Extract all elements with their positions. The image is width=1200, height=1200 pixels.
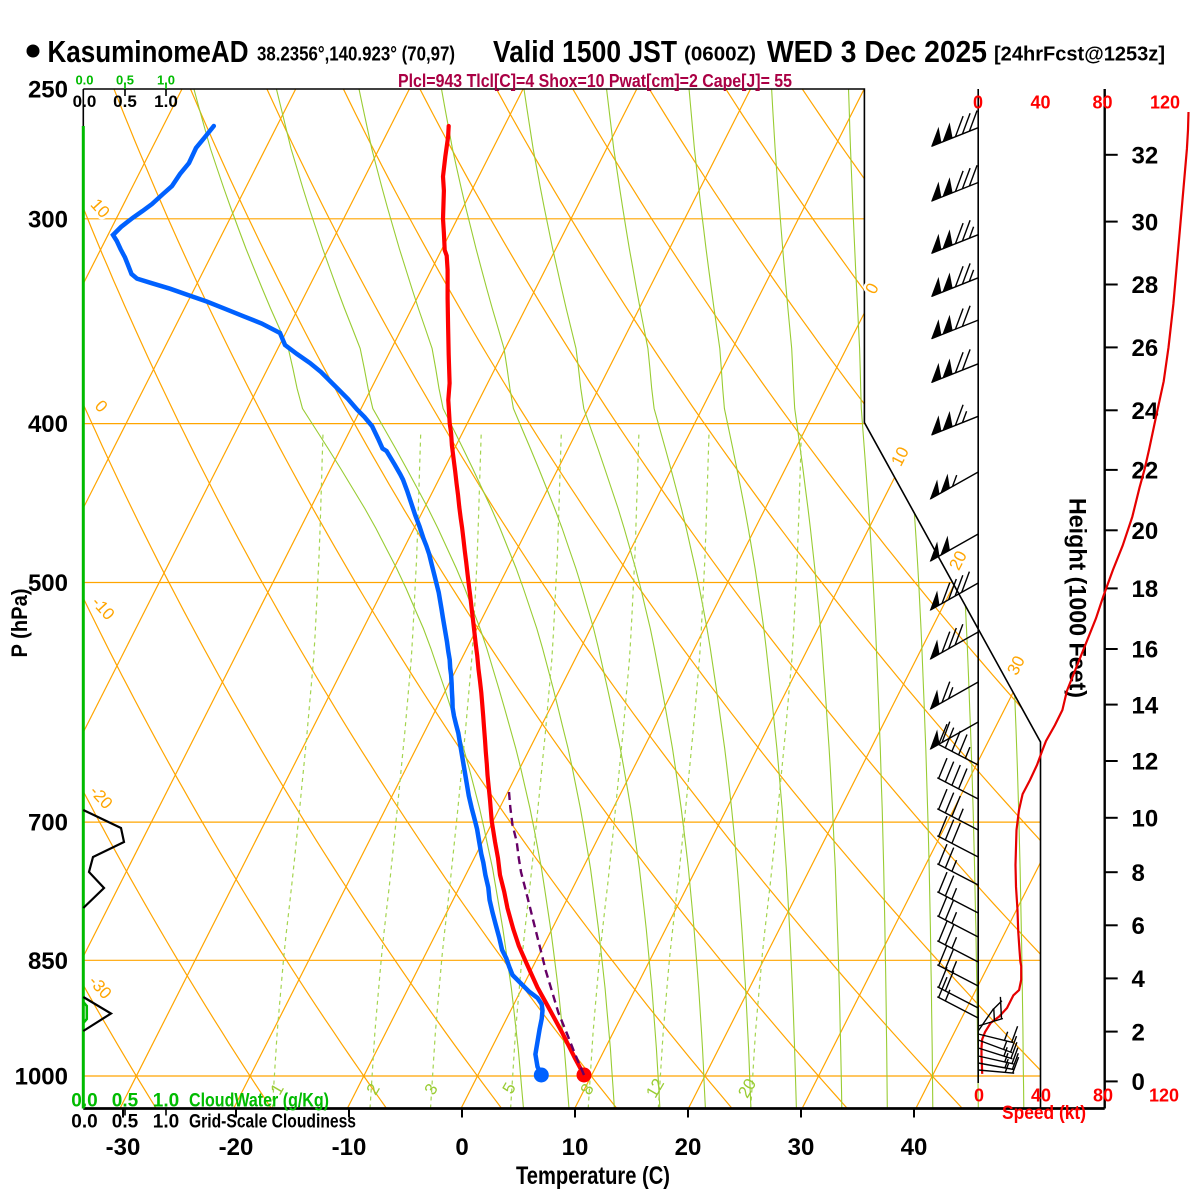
svg-text:-30: -30 xyxy=(106,1134,141,1161)
svg-text:1.0: 1.0 xyxy=(157,73,175,88)
svg-text:0.0: 0.0 xyxy=(71,1112,97,1133)
svg-text:26: 26 xyxy=(1132,335,1159,362)
svg-text:40: 40 xyxy=(1031,1086,1051,1106)
svg-text:80: 80 xyxy=(1093,1086,1113,1106)
svg-text:10: 10 xyxy=(562,1134,589,1161)
svg-text:Grid-Scale Cloudiness: Grid-Scale Cloudiness xyxy=(189,1112,356,1133)
svg-text:4: 4 xyxy=(1132,966,1146,993)
svg-text:0: 0 xyxy=(973,93,983,113)
svg-text:Valid 1500 JST: Valid 1500 JST xyxy=(493,34,677,69)
svg-text:1.0: 1.0 xyxy=(153,1112,179,1133)
svg-text:0.0: 0.0 xyxy=(75,73,93,88)
svg-text:120: 120 xyxy=(1150,93,1180,113)
svg-text:1.0: 1.0 xyxy=(153,1091,179,1112)
svg-text:18: 18 xyxy=(1132,576,1159,603)
svg-text:WED 3 Dec 2025: WED 3 Dec 2025 xyxy=(767,34,987,69)
svg-text:16: 16 xyxy=(1132,637,1159,664)
svg-text:0: 0 xyxy=(974,1086,984,1106)
svg-text:0.5: 0.5 xyxy=(113,92,137,111)
svg-text:6: 6 xyxy=(1132,913,1145,940)
svg-text:28: 28 xyxy=(1132,272,1159,299)
svg-text:0: 0 xyxy=(455,1134,468,1161)
svg-text:Temperature (C): Temperature (C) xyxy=(516,1162,670,1190)
svg-text:2: 2 xyxy=(1132,1019,1145,1046)
svg-text:14: 14 xyxy=(1132,692,1159,719)
svg-text:700: 700 xyxy=(28,810,68,837)
svg-text:0.0: 0.0 xyxy=(73,92,97,111)
svg-text:-20: -20 xyxy=(219,1134,254,1161)
svg-text:0.5: 0.5 xyxy=(112,1091,139,1112)
svg-text:1.0: 1.0 xyxy=(154,92,178,111)
svg-text:KasuminomeAD: KasuminomeAD xyxy=(48,34,249,69)
svg-text:1000: 1000 xyxy=(15,1064,68,1091)
svg-text:8: 8 xyxy=(1132,860,1145,887)
svg-text:20: 20 xyxy=(1132,518,1159,545)
svg-text:120: 120 xyxy=(1149,1086,1179,1106)
svg-text:400: 400 xyxy=(28,411,68,438)
svg-text:850: 850 xyxy=(28,948,68,975)
svg-text:40: 40 xyxy=(901,1134,928,1161)
svg-text:30: 30 xyxy=(788,1134,815,1161)
svg-text:P (hPa): P (hPa) xyxy=(7,589,32,658)
svg-text:250: 250 xyxy=(28,77,68,104)
svg-text:0: 0 xyxy=(1132,1069,1145,1096)
svg-text:500: 500 xyxy=(28,570,68,597)
svg-text:300: 300 xyxy=(28,206,68,233)
svg-text:Speed (kt): Speed (kt) xyxy=(1002,1103,1086,1124)
svg-text:12: 12 xyxy=(1132,749,1159,776)
svg-text:Plcl=943 Tlcl[C]=4 Shox=10 Pwa: Plcl=943 Tlcl[C]=4 Shox=10 Pwat[cm]=2 Ca… xyxy=(398,71,792,91)
svg-text:-10: -10 xyxy=(332,1134,367,1161)
svg-text:10: 10 xyxy=(1132,806,1159,833)
svg-text:30: 30 xyxy=(1132,209,1159,236)
svg-text:20: 20 xyxy=(675,1134,702,1161)
svg-text:38.2356°,140.923° (70,97): 38.2356°,140.923° (70,97) xyxy=(257,44,455,66)
svg-text:32: 32 xyxy=(1132,143,1159,170)
svg-text:40: 40 xyxy=(1030,93,1050,113)
svg-text:[24hrFcst@1253z]: [24hrFcst@1253z] xyxy=(994,44,1165,66)
svg-text:CloudWater (g/Kg): CloudWater (g/Kg) xyxy=(189,1091,329,1112)
svg-text:80: 80 xyxy=(1092,93,1112,113)
svg-text:0.5: 0.5 xyxy=(116,73,134,88)
svg-text:0.5: 0.5 xyxy=(112,1112,139,1133)
svg-text:0.0: 0.0 xyxy=(71,1091,97,1112)
svg-text:(0600Z): (0600Z) xyxy=(684,44,756,66)
